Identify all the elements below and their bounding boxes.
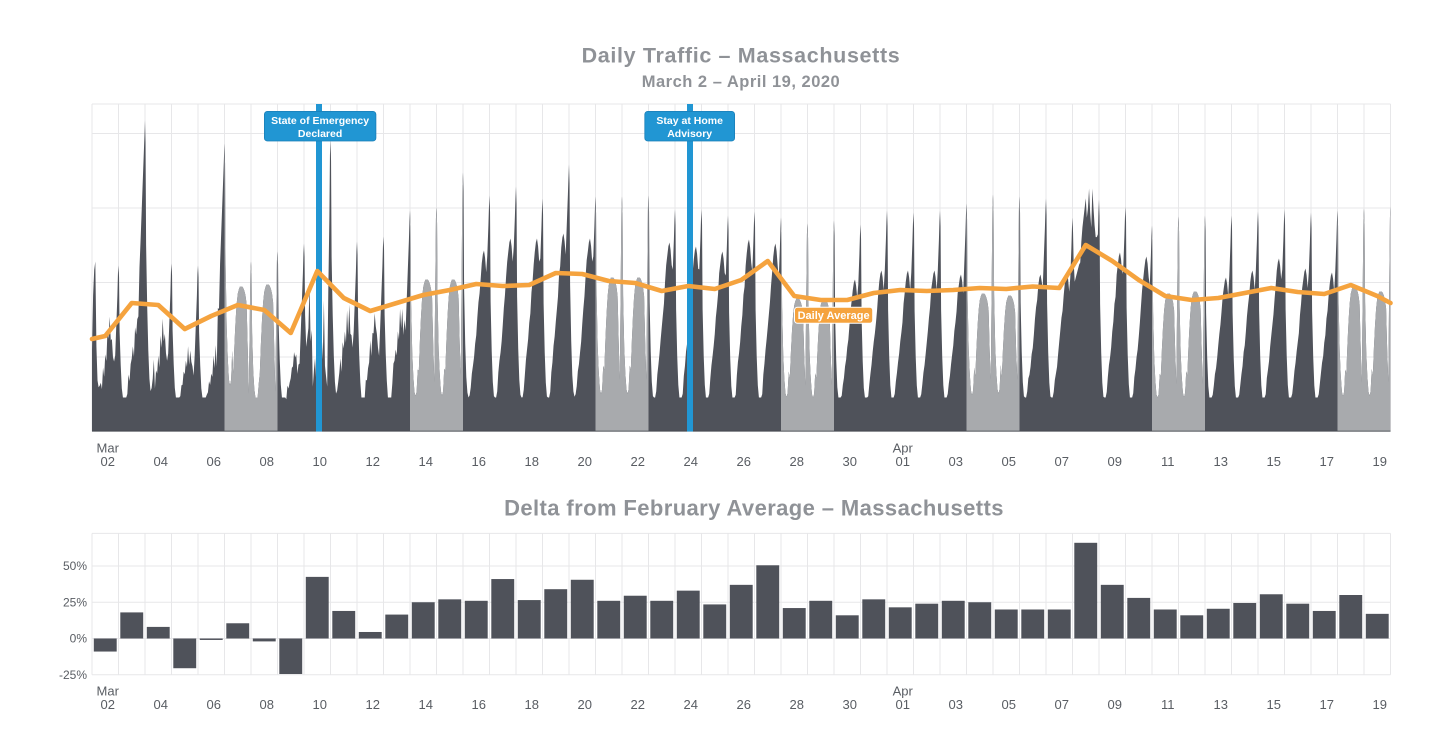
svg-text:07: 07 [1055, 454, 1069, 469]
svg-text:Stay at Home: Stay at Home [656, 115, 723, 127]
svg-text:01: 01 [896, 697, 910, 712]
svg-text:26: 26 [737, 454, 751, 469]
svg-text:50%: 50% [63, 559, 87, 573]
svg-text:20: 20 [578, 454, 592, 469]
svg-text:04: 04 [154, 454, 168, 469]
svg-text:05: 05 [1002, 697, 1016, 712]
svg-text:12: 12 [366, 697, 380, 712]
svg-text:Daily Traffic – Massachusetts: Daily Traffic – Massachusetts [582, 44, 901, 68]
svg-text:17: 17 [1320, 697, 1334, 712]
svg-text:25%: 25% [63, 595, 87, 609]
svg-text:13: 13 [1214, 697, 1228, 712]
svg-text:07: 07 [1055, 697, 1069, 712]
svg-text:24: 24 [684, 454, 698, 469]
svg-text:11: 11 [1161, 454, 1175, 469]
svg-text:30: 30 [843, 454, 857, 469]
svg-text:02: 02 [101, 454, 115, 469]
svg-text:06: 06 [207, 454, 221, 469]
svg-text:22: 22 [631, 697, 645, 712]
svg-text:18: 18 [525, 454, 539, 469]
svg-text:30: 30 [843, 697, 857, 712]
svg-text:09: 09 [1108, 454, 1122, 469]
svg-text:Declared: Declared [298, 128, 342, 140]
svg-text:10: 10 [313, 697, 327, 712]
svg-text:0%: 0% [70, 632, 88, 646]
svg-text:28: 28 [790, 454, 804, 469]
svg-text:Delta from February Average –: Delta from February Average – Massachuse… [504, 496, 1004, 521]
svg-text:16: 16 [472, 454, 486, 469]
svg-text:18: 18 [525, 697, 539, 712]
svg-text:01: 01 [896, 454, 910, 469]
svg-text:28: 28 [790, 697, 804, 712]
svg-text:10: 10 [313, 454, 327, 469]
svg-text:05: 05 [1002, 454, 1016, 469]
svg-text:08: 08 [260, 454, 274, 469]
svg-text:17: 17 [1320, 454, 1334, 469]
svg-text:08: 08 [260, 697, 274, 712]
svg-text:14: 14 [419, 697, 433, 712]
svg-text:06: 06 [207, 697, 221, 712]
svg-text:04: 04 [154, 697, 168, 712]
svg-text:Mar: Mar [97, 684, 120, 699]
svg-text:16: 16 [472, 697, 486, 712]
svg-text:03: 03 [949, 454, 963, 469]
svg-text:13: 13 [1214, 454, 1228, 469]
svg-text:03: 03 [949, 697, 963, 712]
svg-text:15: 15 [1267, 697, 1281, 712]
svg-text:Mar: Mar [97, 440, 120, 455]
svg-text:22: 22 [631, 454, 645, 469]
svg-text:19: 19 [1373, 697, 1387, 712]
svg-text:02: 02 [101, 697, 115, 712]
svg-text:Apr: Apr [893, 440, 914, 455]
svg-text:Daily Average: Daily Average [798, 310, 870, 322]
svg-text:09: 09 [1108, 697, 1122, 712]
svg-text:-25%: -25% [59, 668, 87, 682]
svg-text:24: 24 [684, 697, 698, 712]
svg-text:11: 11 [1161, 697, 1175, 712]
svg-text:26: 26 [737, 697, 751, 712]
svg-text:State of Emergency: State of Emergency [271, 115, 369, 127]
svg-text:15: 15 [1267, 454, 1281, 469]
svg-text:12: 12 [366, 454, 380, 469]
svg-text:Advisory: Advisory [667, 128, 712, 140]
svg-text:19: 19 [1373, 454, 1387, 469]
svg-text:20: 20 [578, 697, 592, 712]
svg-text:Apr: Apr [893, 684, 914, 699]
svg-text:March 2 – April 19, 2020: March 2 – April 19, 2020 [642, 73, 841, 91]
svg-text:14: 14 [419, 454, 433, 469]
